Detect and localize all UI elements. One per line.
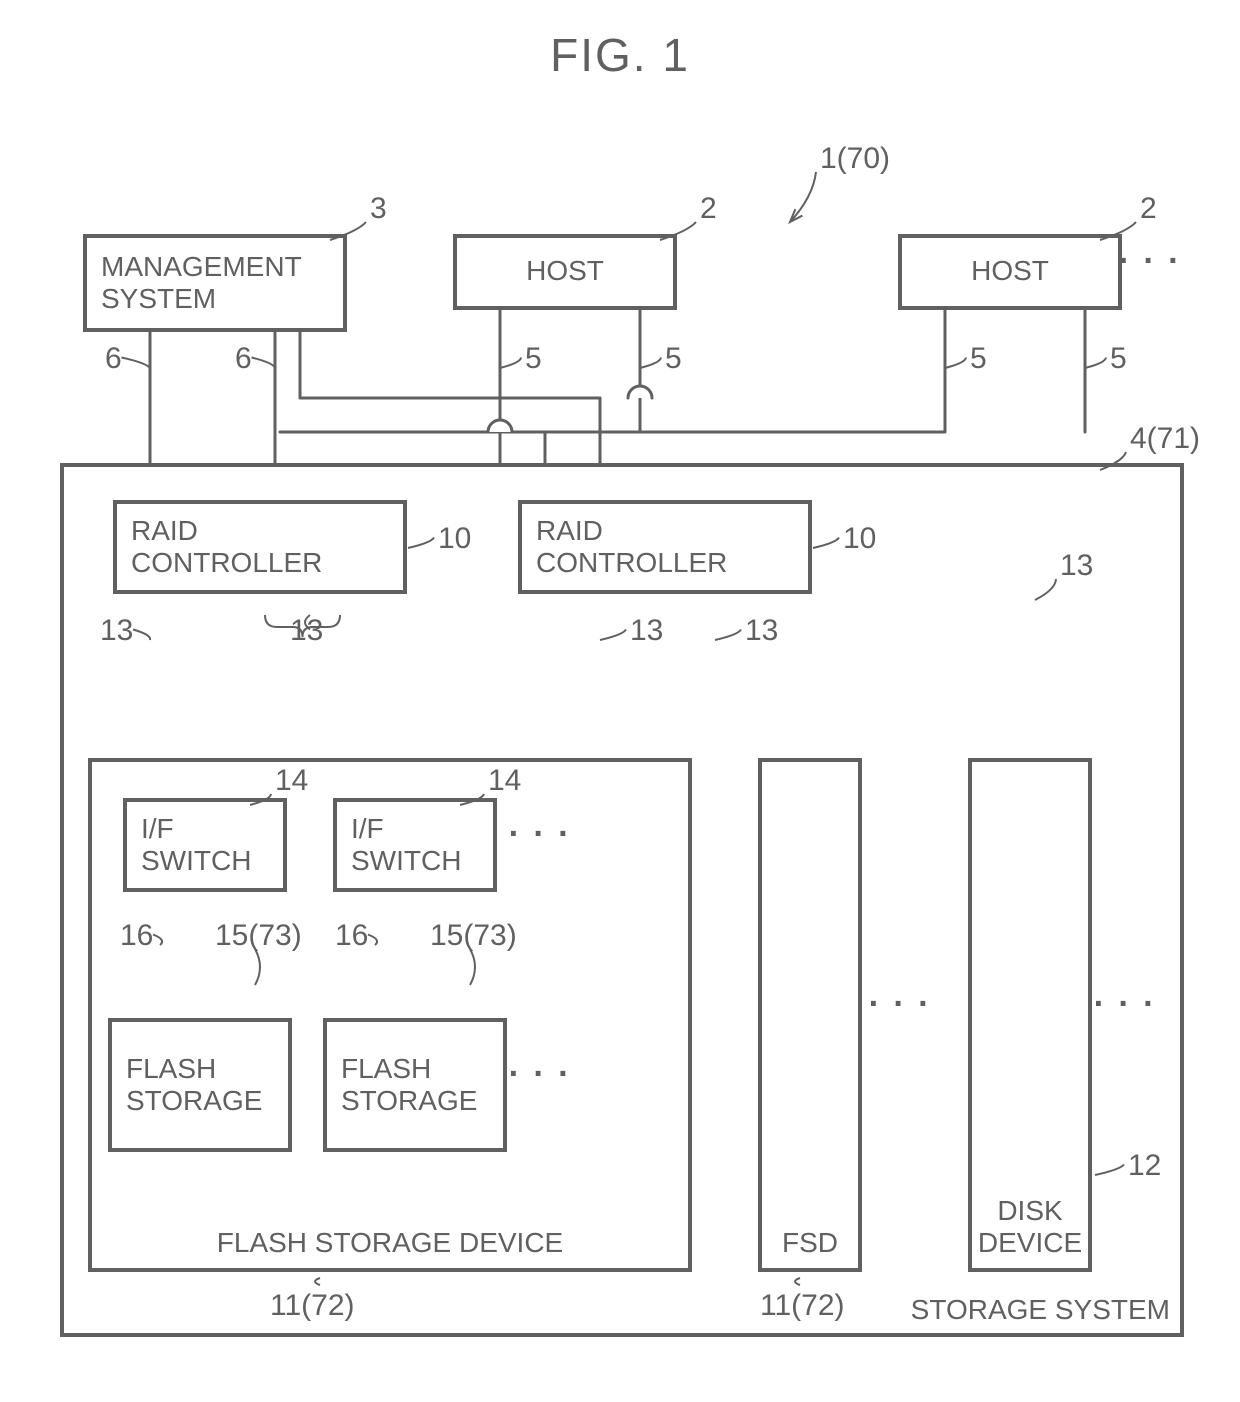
svg-text:· · ·: · · · xyxy=(509,815,572,853)
svg-text:3: 3 xyxy=(370,192,387,225)
svg-text:DISK: DISK xyxy=(997,1195,1063,1226)
svg-text:5: 5 xyxy=(1110,342,1127,375)
svg-text:STORAGE: STORAGE xyxy=(126,1085,262,1116)
svg-text:11(72): 11(72) xyxy=(270,1289,355,1322)
svg-text:CONTROLLER: CONTROLLER xyxy=(131,547,322,578)
svg-text:4(71): 4(71) xyxy=(1130,422,1200,455)
svg-text:14: 14 xyxy=(488,764,521,797)
svg-text:5: 5 xyxy=(665,342,682,375)
svg-text:SYSTEM: SYSTEM xyxy=(101,283,216,314)
svg-text:DEVICE: DEVICE xyxy=(978,1227,1082,1258)
svg-text:14: 14 xyxy=(275,764,308,797)
svg-text:· · ·: · · · xyxy=(509,1055,572,1093)
svg-text:5: 5 xyxy=(970,342,987,375)
svg-text:10: 10 xyxy=(438,522,471,555)
svg-text:15(73): 15(73) xyxy=(215,919,302,952)
svg-text:1(70): 1(70) xyxy=(820,142,890,175)
svg-text:· · ·: · · · xyxy=(869,985,932,1023)
svg-text:6: 6 xyxy=(235,342,252,375)
svg-text:FLASH STORAGE DEVICE: FLASH STORAGE DEVICE xyxy=(217,1227,563,1258)
svg-text:FLASH: FLASH xyxy=(341,1053,431,1084)
svg-text:I/F: I/F xyxy=(351,813,384,844)
diagram-svg: STORAGE SYSTEM FLASH STORAGE DEVICE MANAGE… xyxy=(0,0,1240,1402)
svg-text:16: 16 xyxy=(335,919,368,952)
svg-text:· · ·: · · · xyxy=(1094,985,1157,1023)
svg-text:HOST: HOST xyxy=(526,255,604,286)
svg-text:RAID: RAID xyxy=(536,515,603,546)
svg-text:12: 12 xyxy=(1128,1149,1161,1182)
svg-text:RAID: RAID xyxy=(131,515,198,546)
svg-text:13: 13 xyxy=(745,614,778,647)
svg-text:15(73): 15(73) xyxy=(430,919,517,952)
svg-text:· · ·: · · · xyxy=(1119,242,1182,280)
svg-text:FSD: FSD xyxy=(782,1227,838,1258)
svg-text:MANAGEMENT: MANAGEMENT xyxy=(101,251,302,282)
svg-text:SWITCH: SWITCH xyxy=(141,845,251,876)
svg-text:2: 2 xyxy=(1140,192,1157,225)
svg-text:FLASH: FLASH xyxy=(126,1053,216,1084)
svg-text:5: 5 xyxy=(525,342,542,375)
svg-text:2: 2 xyxy=(700,192,717,225)
svg-text:CONTROLLER: CONTROLLER xyxy=(536,547,727,578)
svg-text:10: 10 xyxy=(843,522,876,555)
svg-text:13: 13 xyxy=(630,614,663,647)
svg-text:13: 13 xyxy=(100,614,133,647)
svg-text:16: 16 xyxy=(120,919,153,952)
figure-canvas: FIG. 1 STORAGE SYSTEMFLASH STORAGE DEVIC… xyxy=(0,0,1240,1402)
svg-text:STORAGE: STORAGE xyxy=(341,1085,477,1116)
svg-text:6: 6 xyxy=(105,342,122,375)
svg-text:11(72): 11(72) xyxy=(760,1289,845,1322)
svg-text:I/F: I/F xyxy=(141,813,174,844)
svg-text:SWITCH: SWITCH xyxy=(351,845,461,876)
svg-text:HOST: HOST xyxy=(971,255,1049,286)
svg-text:13: 13 xyxy=(1060,549,1093,582)
svg-text:STORAGE SYSTEM: STORAGE SYSTEM xyxy=(911,1294,1170,1325)
